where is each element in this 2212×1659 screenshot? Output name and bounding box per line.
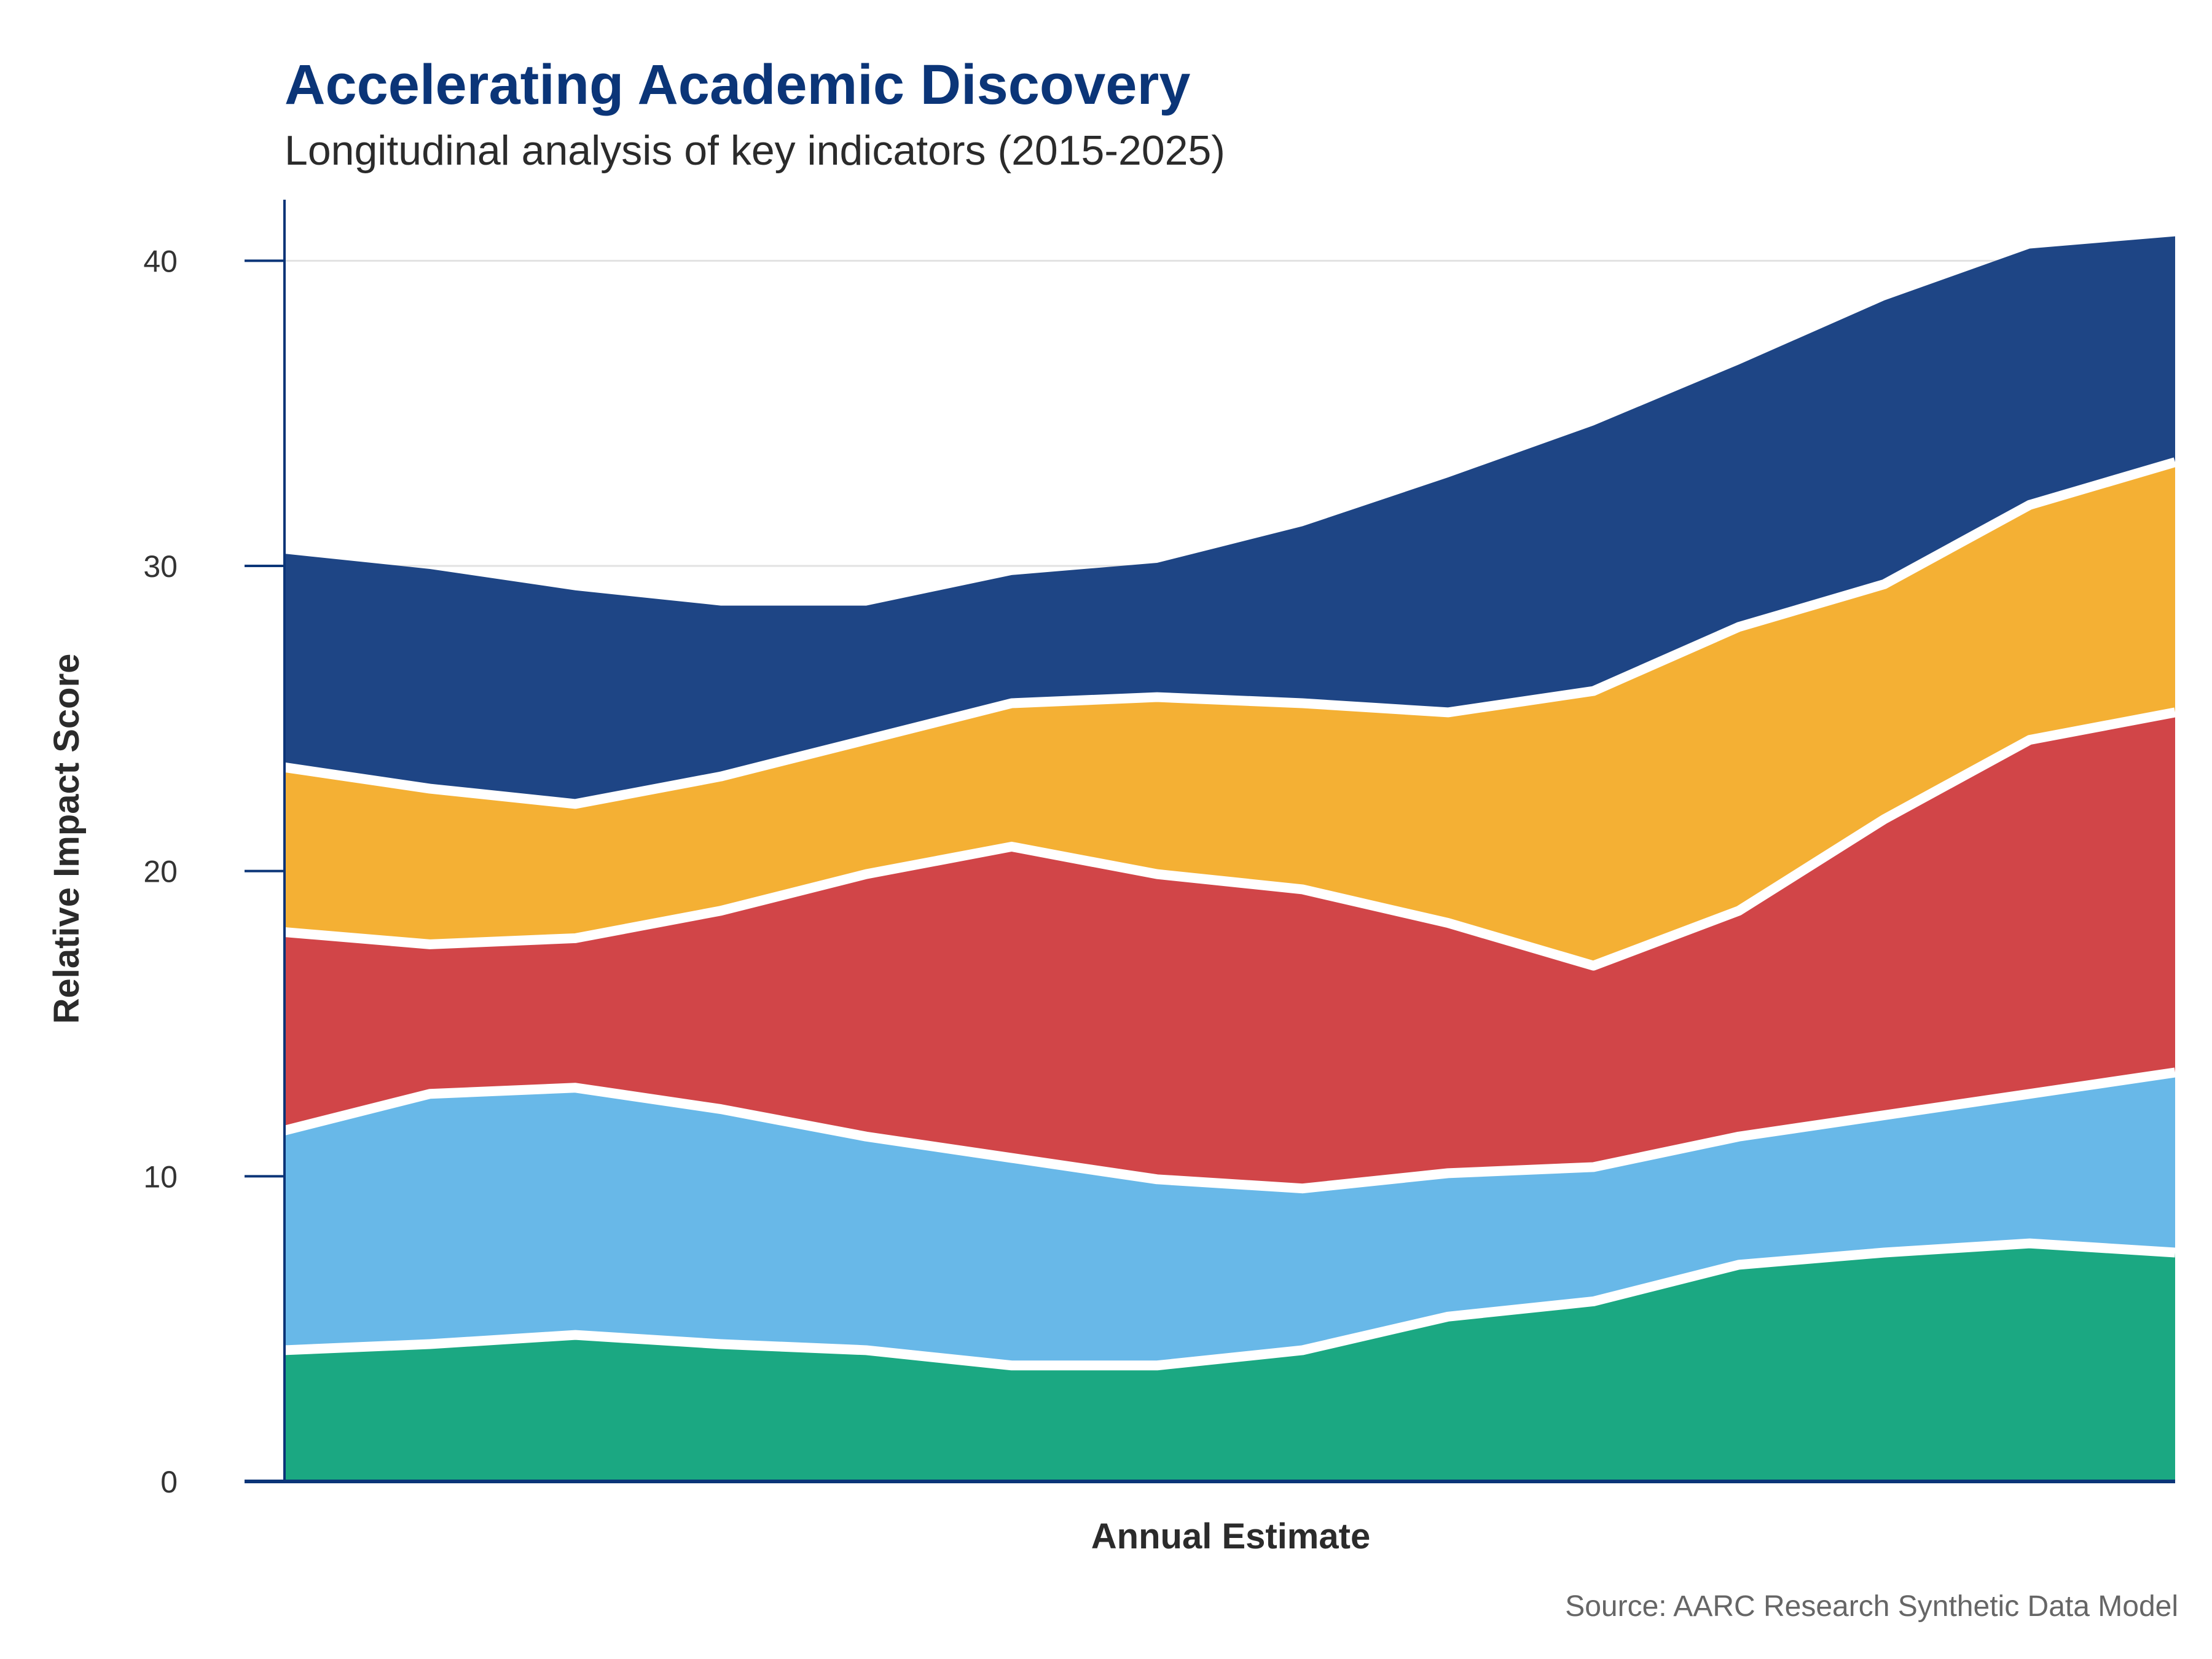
y-ticks: 0 10 20 30 40 (143, 244, 284, 1499)
series-boundary-line-1 (284, 1238, 2176, 1371)
area-series-4 (284, 462, 2175, 966)
area-series-5 (284, 236, 2175, 804)
chart-subtitle: Longitudinal analysis of key indicators … (284, 127, 1225, 174)
x-axis-label: Annual Estimate (1091, 1516, 1370, 1556)
series-boundary-line-2 (283, 1067, 2176, 1194)
y-tick-label: 0 (160, 1465, 178, 1499)
areas (283, 236, 2177, 1481)
y-tick-label: 40 (143, 244, 178, 278)
source-note: Source: AARC Research Synthetic Data Mod… (1565, 1590, 2178, 1623)
area-series-3 (284, 712, 2175, 1189)
y-tick-label: 10 (143, 1159, 178, 1194)
chart-title: Accelerating Academic Discovery (284, 53, 1190, 116)
y-tick-label: 20 (143, 855, 178, 889)
y-tick-label: 30 (143, 549, 178, 584)
series-boundary-line-3 (284, 707, 2176, 971)
axes (245, 200, 2175, 1483)
y-axis-label: Relative Impact Score (47, 654, 87, 1024)
series-boundary-line-4 (283, 457, 2177, 809)
